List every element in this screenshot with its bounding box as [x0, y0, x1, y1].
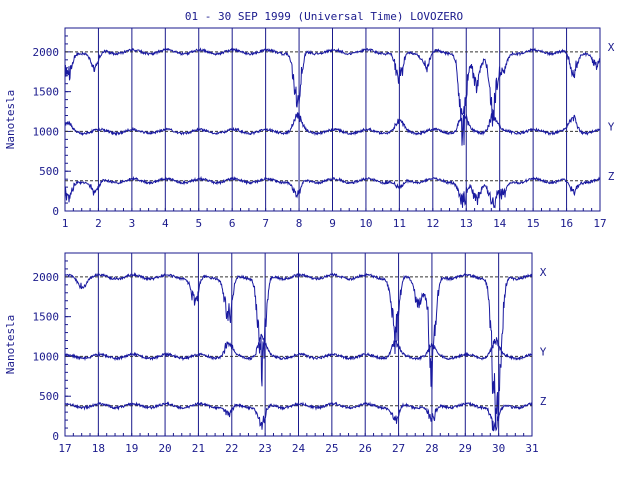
chart-title: 01 - 30 SEP 1999 (Universal Time) LOVOZE… [185, 10, 463, 23]
y-tick-label: 500 [39, 165, 59, 178]
series-label-y: Y [608, 120, 615, 133]
x-tick-label: 17 [58, 442, 71, 455]
x-tick-label: 19 [125, 442, 138, 455]
x-tick-label: 9 [329, 217, 336, 230]
x-tick-label: 28 [425, 442, 438, 455]
x-tick-label: 26 [359, 442, 372, 455]
series-label-y: Y [540, 345, 547, 358]
panel-bottom: 0 500 1000 1500 2000 17 18 19 20 21 22 23 24 25 26 27 28… [4, 252, 547, 455]
x-tick-label: 30 [492, 442, 505, 455]
series-trace-z [64, 401, 533, 432]
y-tick-label: 2000 [33, 46, 60, 59]
x-tick-label: 15 [527, 217, 540, 230]
x-tick-label: 20 [158, 442, 171, 455]
x-tick-label: 22 [225, 442, 238, 455]
x-tick-label: 14 [493, 217, 507, 230]
series-label-x: X [608, 41, 615, 54]
x-tick-label: 24 [292, 442, 306, 455]
y-tick-label: 1000 [33, 125, 60, 138]
series-trace-z [64, 175, 601, 209]
x-tick-label: 10 [359, 217, 372, 230]
series-label-x: X [540, 266, 547, 279]
y-tick-label: 0 [52, 205, 59, 218]
y-tick-label: 2000 [33, 271, 60, 284]
x-tick-label: 12 [426, 217, 439, 230]
x-tick-label: 27 [392, 442, 405, 455]
x-tick-label: 16 [560, 217, 573, 230]
x-tick-label: 11 [393, 217, 406, 230]
x-tick-label: 8 [296, 217, 303, 230]
x-tick-label: 7 [262, 217, 269, 230]
x-tick-label: 31 [525, 442, 538, 455]
x-tick-label: 21 [192, 442, 205, 455]
y-tick-label: 0 [52, 430, 59, 443]
x-tick-label: 4 [162, 217, 169, 230]
series-label-z: Z [608, 170, 615, 183]
y-tick-label: 1500 [33, 311, 60, 324]
x-tick-label: 18 [92, 442, 105, 455]
x-tick-label: 13 [460, 217, 473, 230]
x-tick-label: 25 [325, 442, 338, 455]
series-trace-y [64, 333, 533, 362]
x-tick-label: 29 [459, 442, 472, 455]
x-tick-label: 23 [259, 442, 272, 455]
x-tick-label: 17 [593, 217, 606, 230]
series-trace-x [64, 47, 601, 146]
x-tick-label: 2 [95, 217, 102, 230]
x-tick-label: 6 [229, 217, 236, 230]
series-trace-x [64, 271, 533, 428]
series-label-z: Z [540, 395, 547, 408]
x-tick-label: 1 [62, 217, 69, 230]
y-axis-label: Nanotesla [4, 315, 17, 375]
y-tick-label: 500 [39, 390, 59, 403]
series-trace-y [64, 106, 601, 137]
y-tick-label: 1000 [33, 350, 60, 363]
x-tick-label: 5 [195, 217, 202, 230]
x-tick-label: 3 [129, 217, 136, 230]
y-tick-label: 1500 [33, 86, 60, 99]
y-axis-label: Nanotesla [4, 90, 17, 150]
